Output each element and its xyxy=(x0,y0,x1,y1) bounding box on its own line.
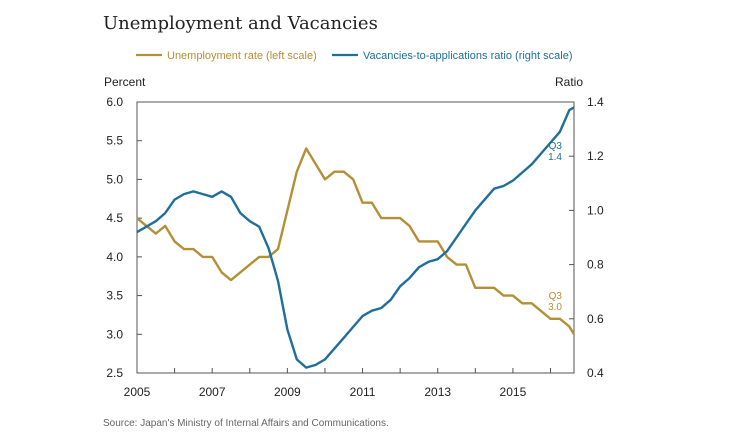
left-tick-label-3: 4.5 xyxy=(106,211,123,225)
left-tick-label-2: 5.0 xyxy=(106,172,123,186)
right-axis-label: Ratio xyxy=(555,75,583,89)
chart-title: Unemployment and Vacancies xyxy=(103,13,378,34)
left-tick-label-1: 5.5 xyxy=(106,134,123,148)
end-label-vacancies-period: Q3 xyxy=(549,141,563,152)
series-line-unemployment xyxy=(136,147,576,335)
plot-area xyxy=(136,101,575,374)
end-label-unemployment-value: 3.0 xyxy=(548,302,562,313)
end-label-vacancies: Q3 1.4 xyxy=(548,141,562,163)
end-label-unemployment-period: Q3 xyxy=(549,291,563,302)
left-tick-label-5: 3.5 xyxy=(106,289,123,303)
left-tick-label-0: 6.0 xyxy=(106,95,123,109)
x-tick-label-1: 2007 xyxy=(199,385,226,399)
x-axis-ticks: 2005 2007 2009 2011 2013 2015 xyxy=(124,368,552,399)
x-tick-label-2: 2009 xyxy=(274,385,301,399)
legend-label-unemployment: Unemployment rate (left scale) xyxy=(167,50,317,62)
right-axis-ticks: 1.4 1.2 1.0 0.8 0.6 0.4 xyxy=(569,95,604,380)
x-tick-label-5: 2015 xyxy=(500,385,527,399)
right-tick-label-2: 1.0 xyxy=(587,203,604,217)
left-axis-label: Percent xyxy=(104,75,146,89)
right-tick-label-1: 1.2 xyxy=(587,149,604,163)
x-tick-label-4: 2013 xyxy=(424,385,451,399)
left-tick-label-6: 3.0 xyxy=(106,327,123,341)
series-line-vacancies xyxy=(136,106,575,369)
left-axis-ticks: 6.0 5.5 5.0 4.5 4.0 3.5 3.0 2.5 xyxy=(106,95,142,380)
legend-label-vacancies: Vacancies-to-applications ratio (right s… xyxy=(363,50,573,62)
right-tick-label-0: 1.4 xyxy=(587,95,604,109)
source-note: Source: Japan's Ministry of Internal Aff… xyxy=(103,418,389,429)
legend: Unemployment rate (left scale) Vacancies… xyxy=(136,50,573,62)
left-tick-label-4: 4.0 xyxy=(106,250,123,264)
end-label-unemployment: Q3 3.0 xyxy=(548,291,562,313)
end-label-vacancies-value: 1.4 xyxy=(548,152,562,163)
right-tick-label-4: 0.6 xyxy=(587,312,604,326)
x-tick-label-0: 2005 xyxy=(124,385,151,399)
right-tick-label-3: 0.8 xyxy=(587,258,604,272)
left-tick-label-7: 2.5 xyxy=(106,366,123,380)
x-tick-label-3: 2011 xyxy=(350,385,376,399)
right-tick-label-5: 0.4 xyxy=(587,366,604,380)
